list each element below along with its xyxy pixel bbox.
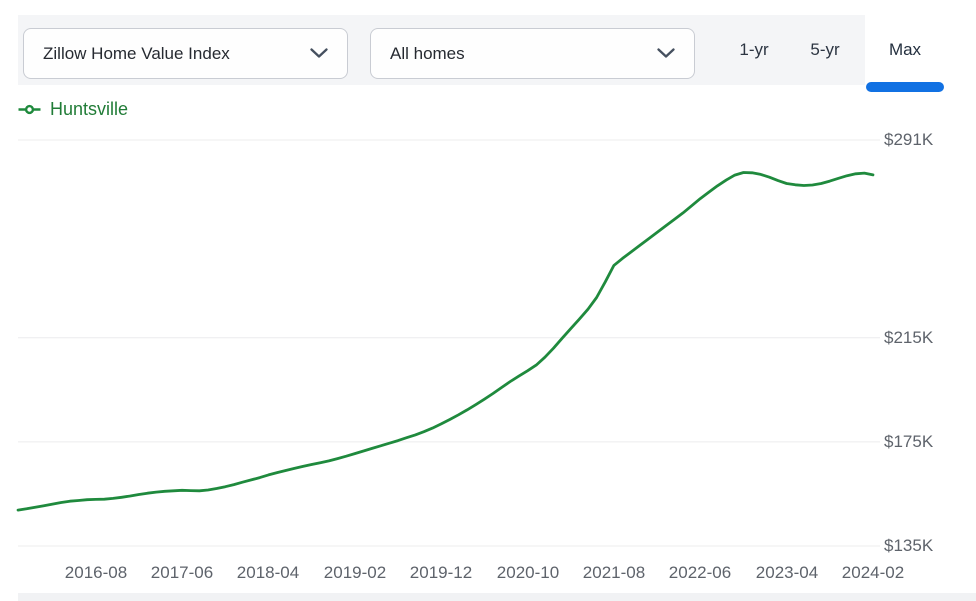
x-axis-tick-label: 2023-04 bbox=[755, 563, 819, 582]
legend-series-marker-icon bbox=[18, 104, 41, 115]
metric-dropdown[interactable]: Zillow Home Value Index bbox=[23, 28, 348, 79]
series-line-huntsville[interactable] bbox=[16, 171, 875, 512]
segment-dropdown[interactable]: All homes bbox=[370, 28, 695, 79]
x-axis-tick-label: 2018-04 bbox=[236, 563, 300, 582]
bottom-cropped-panel bbox=[18, 593, 976, 601]
legend-series-label: Huntsville bbox=[50, 98, 129, 119]
x-axis-tick-label: 2024-02 bbox=[841, 563, 905, 582]
range-tab-5yr-label: 5-yr bbox=[810, 40, 840, 59]
range-tab-5yr[interactable]: 5-yr bbox=[794, 15, 856, 85]
y-axis-tick-label: $135K bbox=[884, 536, 934, 555]
range-tab-1yr-label: 1-yr bbox=[739, 40, 769, 59]
selected-tab-underline bbox=[866, 82, 944, 92]
x-axis-tick-label: 2019-12 bbox=[409, 563, 473, 582]
y-axis-tick-label: $291K bbox=[884, 130, 934, 149]
x-axis-tick-label: 2020-10 bbox=[496, 563, 560, 582]
x-axis-tick-label: 2022-06 bbox=[668, 563, 732, 582]
segment-dropdown-value: All homes bbox=[390, 43, 465, 63]
metric-dropdown-value: Zillow Home Value Index bbox=[43, 43, 230, 63]
x-axis-tick-label: 2017-06 bbox=[150, 563, 214, 582]
y-axis-tick-label: $175K bbox=[884, 432, 934, 451]
range-tab-max-label: Max bbox=[888, 40, 922, 59]
x-axis-tick-label: 2019-02 bbox=[323, 563, 387, 582]
x-axis-tick-label: 2016-08 bbox=[64, 563, 128, 582]
x-axis-tick-label: 2021-08 bbox=[582, 563, 646, 582]
range-tab-max[interactable]: Max bbox=[865, 15, 945, 92]
y-axis-tick-label: $215K bbox=[884, 328, 934, 347]
chevron-down-icon bbox=[657, 44, 675, 64]
legend[interactable]: Huntsville bbox=[18, 97, 128, 121]
chevron-down-icon bbox=[310, 44, 328, 64]
range-tab-1yr[interactable]: 1-yr bbox=[722, 15, 786, 85]
